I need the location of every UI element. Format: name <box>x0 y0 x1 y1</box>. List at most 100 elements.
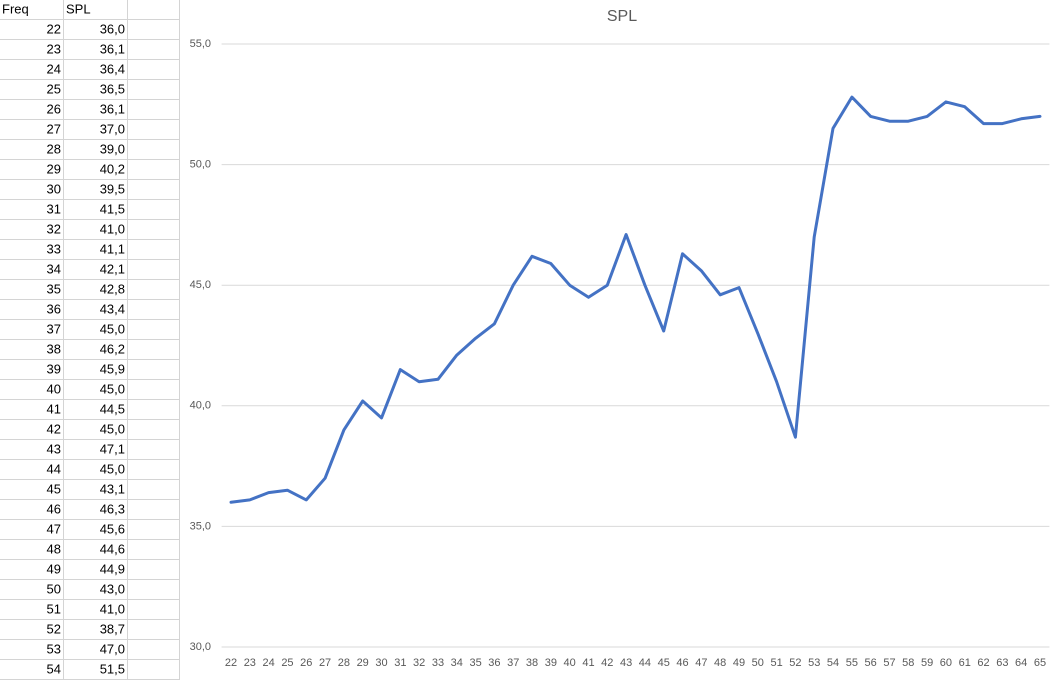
cell: 41 <box>47 401 61 416</box>
x-tick-label: 53 <box>808 657 820 669</box>
cell: 32 <box>47 221 61 236</box>
x-tick-label: 36 <box>488 657 500 669</box>
cell: 53 <box>47 641 61 656</box>
x-tick-label: 49 <box>733 657 745 669</box>
cell: 40,2 <box>100 161 125 176</box>
y-tick-label: 45,0 <box>190 279 211 291</box>
x-tick-label: 59 <box>921 657 933 669</box>
cell: 23 <box>47 41 61 56</box>
x-tick-label: 35 <box>469 657 481 669</box>
x-tick-label: 42 <box>601 657 613 669</box>
cell: 42,8 <box>100 281 125 296</box>
x-tick-label: 32 <box>413 657 425 669</box>
cell: 36,4 <box>100 61 125 76</box>
cell: 48 <box>47 541 61 556</box>
cell: 45,9 <box>100 361 125 376</box>
cell: 34 <box>47 261 61 276</box>
x-tick-label: 44 <box>639 657 651 669</box>
x-tick-label: 52 <box>789 657 801 669</box>
y-tick-label: 50,0 <box>190 159 211 171</box>
x-tick-label: 65 <box>1034 657 1046 669</box>
cell: 33 <box>47 241 61 256</box>
x-tick-label: 27 <box>319 657 331 669</box>
cell: 44,6 <box>100 541 125 556</box>
x-tick-label: 45 <box>658 657 670 669</box>
cell: 47,0 <box>100 641 125 656</box>
x-tick-label: 22 <box>225 657 237 669</box>
cell: 51 <box>47 601 61 616</box>
cell: 36 <box>47 301 61 316</box>
cell: 42,1 <box>100 261 125 276</box>
cell: 25 <box>47 81 61 96</box>
cell: 39,5 <box>100 181 125 196</box>
cell: 41,0 <box>100 221 125 236</box>
cell: 49 <box>47 561 61 576</box>
cell: 43 <box>47 441 61 456</box>
cell: 22 <box>47 21 61 36</box>
cell: 46,3 <box>100 501 125 516</box>
x-tick-label: 50 <box>752 657 764 669</box>
cell: 51,5 <box>100 661 125 676</box>
x-tick-label: 43 <box>620 657 632 669</box>
cell: 42 <box>47 421 61 436</box>
cell: 45,6 <box>100 521 125 536</box>
x-tick-label: 31 <box>394 657 406 669</box>
cell: 29 <box>47 161 61 176</box>
cell: 36,0 <box>100 21 125 36</box>
cell: 41,1 <box>100 241 125 256</box>
cell: 24 <box>47 61 61 76</box>
cell: 40 <box>47 381 61 396</box>
y-tick-label: 35,0 <box>190 520 211 532</box>
x-tick-label: 25 <box>281 657 293 669</box>
header-cell: SPL <box>66 1 91 16</box>
cell: 44 <box>47 461 61 476</box>
cell: 50 <box>47 581 61 596</box>
cell: 37,0 <box>100 121 125 136</box>
cell: 27 <box>47 121 61 136</box>
header-cell: Freq <box>2 1 29 16</box>
cell: 47 <box>47 521 61 536</box>
cell: 28 <box>47 141 61 156</box>
x-tick-label: 23 <box>244 657 256 669</box>
chart-title: SPL <box>607 8 637 25</box>
x-tick-label: 41 <box>582 657 594 669</box>
x-tick-label: 56 <box>865 657 877 669</box>
x-tick-label: 39 <box>545 657 557 669</box>
x-tick-label: 40 <box>564 657 576 669</box>
x-tick-label: 28 <box>338 657 350 669</box>
cell: 38,7 <box>100 621 125 636</box>
x-tick-label: 51 <box>770 657 782 669</box>
cell: 43,4 <box>100 301 125 316</box>
y-tick-label: 30,0 <box>190 641 211 653</box>
cell: 44,5 <box>100 401 125 416</box>
x-tick-label: 64 <box>1015 657 1027 669</box>
cell: 45,0 <box>100 321 125 336</box>
cell: 37 <box>47 321 61 336</box>
x-tick-label: 63 <box>996 657 1008 669</box>
x-tick-label: 46 <box>676 657 688 669</box>
cell: 46,2 <box>100 341 125 356</box>
cell: 30 <box>47 181 61 196</box>
cell: 39,0 <box>100 141 125 156</box>
data-line <box>229 95 1042 504</box>
x-tick-label: 24 <box>263 657 275 669</box>
cell: 52 <box>47 621 61 636</box>
cell: 41,0 <box>100 601 125 616</box>
x-tick-label: 29 <box>357 657 369 669</box>
cell: 45,0 <box>100 381 125 396</box>
cell: 36,1 <box>100 41 125 56</box>
y-tick-label: 55,0 <box>190 38 211 50</box>
x-tick-label: 58 <box>902 657 914 669</box>
x-tick-label: 38 <box>526 657 538 669</box>
x-tick-label: 57 <box>883 657 895 669</box>
cell: 45,0 <box>100 461 125 476</box>
x-tick-label: 26 <box>300 657 312 669</box>
cell: 45 <box>47 481 61 496</box>
x-tick-label: 62 <box>977 657 989 669</box>
y-tick-label: 40,0 <box>190 400 211 412</box>
cell: 26 <box>47 101 61 116</box>
x-tick-label: 54 <box>827 657 839 669</box>
cell: 39 <box>47 361 61 376</box>
